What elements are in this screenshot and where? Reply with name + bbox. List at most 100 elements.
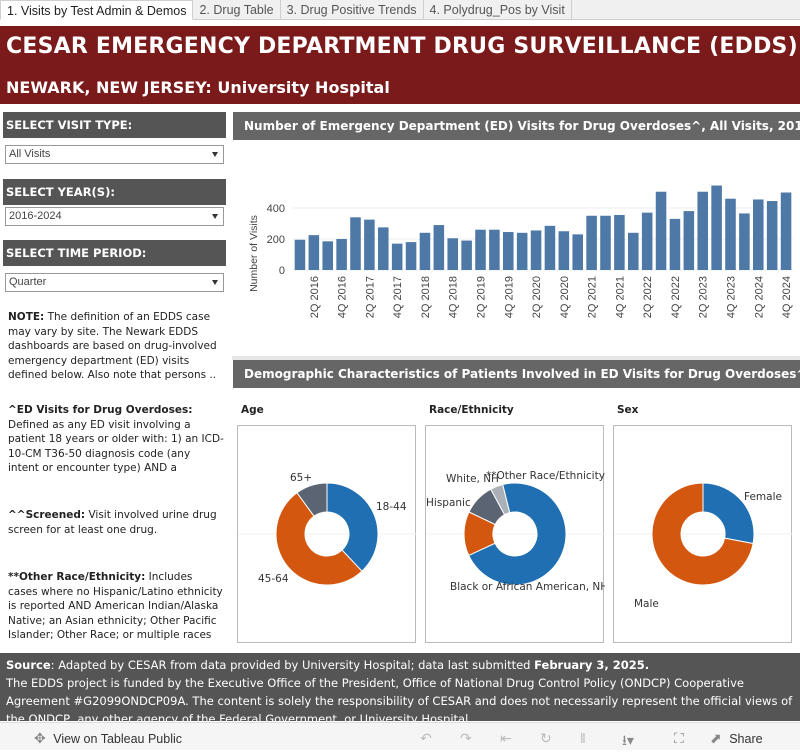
note-definition: NOTE: The definition of an EDDS case may… [8,310,224,384]
share-label: Share [729,732,763,746]
visit-type-filter-label: SELECT VISIT TYPE: [3,112,226,138]
note-screened: ^^Screened: Visit involved urine drug sc… [8,508,224,538]
slice-45-64[interactable] [275,492,363,586]
bar-4q-2017[interactable] [391,243,403,270]
x-tick-label: 4Q 2023 [726,276,738,318]
slice--other-race-ethnicity[interactable] [490,483,511,516]
x-tick-label: 2Q 2022 [642,276,654,318]
visits-bar-chart: Number of Visits 0 200 400 2Q 2016 4Q 2016 2Q … [248,185,793,318]
bar-3q-2020[interactable] [544,225,556,270]
slice-label: Black or African American, NH [450,581,605,593]
x-tick-label: 2Q 2024 [753,276,765,318]
dashboard-title: CESAR EMERGENCY DEPARTMENT DRUG SURVEILL… [6,34,798,59]
bar-3q-2021[interactable] [600,215,611,270]
bar-4q-2024[interactable] [780,192,792,271]
tableau-logo-icon: ✥ [34,730,46,746]
bar-1q-2023[interactable] [683,211,695,270]
bar-1q-2022[interactable] [628,232,639,270]
view-on-tableau-link[interactable]: ✥ View on Tableau Public [34,730,182,747]
race-donut-chart: Black or African American, NH Hispanic Whi… [426,470,608,593]
x-tick-label: 2Q 2020 [531,276,543,318]
redo-icon[interactable]: ↷ [460,730,472,746]
bar-1q-2020[interactable] [516,232,528,270]
bar-2q-2020[interactable] [530,230,542,270]
bar-4q-2020[interactable] [558,231,570,270]
dashboard-subtitle: NEWARK, NEW JERSEY: University Hospital [6,78,390,97]
slice-label: 45-64 [258,573,289,585]
year-value: 2016-2024 [9,210,62,222]
bar-1q-2021[interactable] [572,234,583,270]
race-label: Race/Ethnicity [429,404,514,416]
pause-icon[interactable]: ‖ [580,730,586,746]
bar-4q-2022[interactable] [669,218,681,270]
bar-2q-2021[interactable] [586,215,597,270]
slice-label: **Other Race/Ethnicity [486,470,605,482]
y-tick-label: 200 [267,234,285,246]
bar-1q-2018[interactable] [405,242,417,270]
fullscreen-icon[interactable]: ⛶ [674,730,684,746]
slice-65-[interactable] [296,482,328,517]
bar-4q-2021[interactable] [614,214,625,270]
tab-polydrug-pos[interactable]: 4. Polydrug_Pos by Visit [424,0,572,20]
bar-2q-2018[interactable] [419,232,431,270]
year-select[interactable]: 2016-2024 [5,207,224,226]
age-chart-box: 18-44 45-64 65+ [237,425,417,643]
bar-chart-title: Number of Emergency Department (ED) Visi… [233,112,800,140]
slice-label: Hispanic [426,497,471,509]
bar-3q-2019[interactable] [489,229,500,270]
y-tick-label: 0 [279,265,285,277]
slice-male[interactable] [651,482,754,586]
bar-4q-2023[interactable] [725,198,736,270]
note-other-race: **Other Race/Ethnicity: Includes cases w… [8,570,224,644]
x-tick-label: 2Q 2019 [476,276,488,318]
bar-3q-2022[interactable] [655,191,667,270]
revert-icon[interactable]: ⇤ [500,730,512,746]
sex-label: Sex [617,404,639,416]
bar-2q-2024[interactable] [753,199,764,270]
tab-drug-table[interactable]: 2. Drug Table [193,0,281,20]
bar-1q-2017[interactable] [350,217,361,270]
slice-black-or-african-american-nh[interactable] [468,482,567,586]
bar-2q-2016[interactable] [308,235,320,270]
visit-type-select[interactable]: All Visits [5,145,224,164]
bar-3q-2018[interactable] [433,225,445,270]
tab-drug-positive-trends[interactable]: 3. Drug Positive Trends [281,0,424,20]
refresh-icon[interactable]: ↻ [540,730,552,746]
bar-1q-2024[interactable] [739,213,750,270]
demographics-title: Demographic Characteristics of Patients … [233,360,800,388]
bar-2q-2017[interactable] [364,219,375,270]
bar-4q-2016[interactable] [336,239,347,270]
x-tick-label: 2Q 2023 [698,276,710,318]
bar-3q-2024[interactable] [766,201,778,270]
bar-2q-2019[interactable] [475,229,486,270]
bar-3q-2016[interactable] [322,241,333,270]
note-definition-text: The definition of an EDDS case may vary … [8,311,217,381]
bar-4q-2019[interactable] [503,232,514,270]
note-ed-visits: ^ED Visits for Drug Overdoses: Defined a… [8,403,224,477]
time-period-select[interactable]: Quarter [5,273,224,292]
bar-2q-2023[interactable] [697,191,708,270]
note-ed-visits-label: ^ED Visits for Drug Overdoses: [8,404,193,416]
bar-2q-2022[interactable] [641,212,653,270]
bar-3q-2017[interactable] [378,227,389,270]
y-axis-label: Number of Visits [248,215,260,292]
undo-icon[interactable]: ↶ [420,730,432,746]
x-tick-label: 4Q 2020 [559,276,571,318]
source-label: Source [6,658,51,672]
slice-label: Male [634,598,659,610]
download-icon[interactable]: ⭳▾ [622,732,634,748]
slice-18-44[interactable] [326,482,379,572]
tab-visits-by-test-admin[interactable]: 1. Visits by Test Admin & Demos [0,0,194,20]
time-period-filter-label: SELECT TIME PERIOD: [3,240,226,266]
share-icon: ⬈ [710,730,722,746]
x-tick-label: 4Q 2016 [337,276,349,318]
slice-female[interactable] [702,482,755,545]
share-button[interactable]: ⬈ Share [710,730,763,747]
bar-1q-2016[interactable] [294,239,306,270]
x-tick-label: 2Q 2021 [587,276,599,318]
x-tick-label: 4Q 2021 [614,276,626,318]
bar-1q-2019[interactable] [461,240,472,270]
bar-3q-2023[interactable] [711,185,722,270]
note-other-race-text: Includes cases where no Hispanic/Latino … [8,571,223,644]
bar-4q-2018[interactable] [447,238,458,270]
